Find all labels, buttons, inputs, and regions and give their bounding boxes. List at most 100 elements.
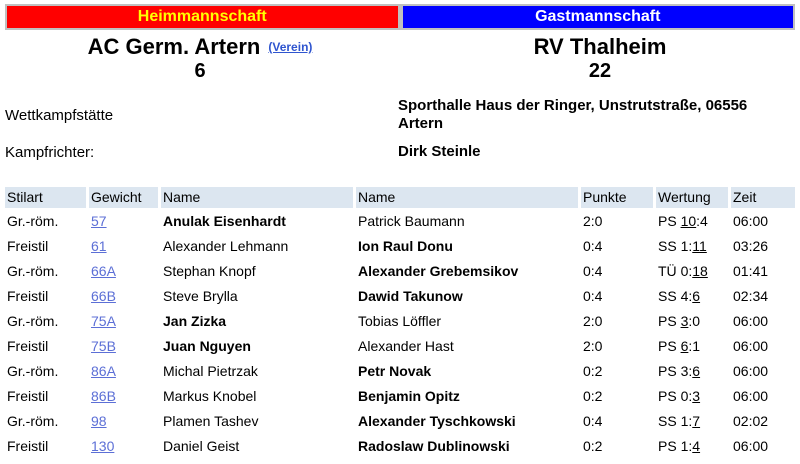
home-wrestler-name: Jan Zizka	[163, 313, 227, 329]
guest-wrestler-name: Benjamin Opitz	[358, 388, 460, 404]
home-team-block: AC Germ. Artern (Verein) 6	[0, 34, 400, 83]
guest-wrestler-name: Petr Novak	[358, 363, 432, 379]
stilart-cell: Gr.-röm.	[7, 363, 59, 379]
table-row: Gr.-röm. 98 Plamen Tashev Alexander Tyschko…	[5, 410, 795, 433]
gewicht-link[interactable]: 130	[91, 438, 115, 454]
gewicht-link[interactable]: 57	[91, 213, 107, 229]
wertung-guest-points: 4	[692, 438, 701, 454]
gewicht-cell: 66A	[89, 260, 158, 283]
gewicht-link[interactable]: 86B	[91, 388, 116, 404]
table-row: Gr.-röm. 66A Stephan Knopf Alexander Grebem…	[5, 260, 795, 283]
gewicht-link[interactable]: 66A	[91, 263, 116, 279]
home-team-bar: Heimmannschaft	[7, 6, 398, 28]
table-row: Gr.-röm. 75A Jan Zizka Tobias Löffler 2:0 PS …	[5, 310, 795, 333]
home-wrestler-name: Anulak Eisenhardt	[163, 213, 286, 229]
stilart-cell: Gr.-röm.	[7, 263, 59, 279]
home-wrestler-name: Steve Brylla	[163, 288, 238, 304]
wertung-cell: SS 1:7	[658, 413, 701, 429]
wertung-cell: PS 0:3	[658, 388, 701, 404]
stilart-cell: Freistil	[7, 388, 49, 404]
home-wrestler-name: Juan Nguyen	[163, 338, 251, 354]
table-row: Gr.-röm. 86A Michal Pietrzak Petr Novak 0:2 P…	[5, 360, 795, 383]
wertung-guest-points: 11	[692, 238, 707, 254]
home-wrestler-name: Alexander Lehmann	[163, 238, 289, 254]
home-team-name-line: AC Germ. Artern (Verein)	[0, 34, 400, 60]
verein-link[interactable]: (Verein)	[268, 40, 313, 54]
wertung-home-points: 0	[680, 388, 689, 404]
wertung-home-points: 4	[680, 288, 689, 304]
wertung-guest-points: 1	[692, 338, 701, 354]
stilart-cell: Freistil	[7, 288, 49, 304]
guest-wrestler-name: Alexander Grebemsikov	[358, 263, 519, 279]
guest-wrestler-name: Dawid Takunow	[358, 288, 463, 304]
punkte-cell: 0:2	[583, 363, 603, 379]
punkte-cell: 0:4	[583, 413, 603, 429]
referee-label: Kampfrichter:	[5, 143, 95, 161]
guest-wrestler-name: Tobias Löffler	[358, 313, 442, 329]
wertung-guest-points: 4	[700, 213, 708, 229]
home-wrestler-name: Markus Knobel	[163, 388, 257, 404]
gewicht-cell: 86A	[89, 360, 158, 383]
stilart-cell: Gr.-röm.	[7, 213, 59, 229]
punkte-cell: 2:0	[583, 338, 603, 354]
wertung-home-points: 3	[680, 313, 689, 329]
gewicht-link[interactable]: 66B	[91, 288, 116, 304]
wertung-guest-points: 0	[692, 313, 701, 329]
zeit-cell: 06:00	[733, 363, 769, 379]
table-row: Freistil 66B Steve Brylla Dawid Takunow 0:4 S…	[5, 285, 795, 308]
zeit-cell: 06:00	[733, 213, 769, 229]
guest-team-score: 22	[588, 60, 612, 82]
column-header-stilart: Stilart	[5, 187, 86, 208]
zeit-cell: 02:34	[733, 288, 769, 304]
home-wrestler-name: Daniel Geist	[163, 438, 240, 454]
guest-team-name: RV Thalheim	[533, 34, 667, 59]
punkte-cell: 0:4	[583, 238, 603, 254]
team-header-bars: Heimmannschaft Gastmannschaft	[5, 4, 795, 30]
table-row: Freistil 61 Alexander Lehmann Ion Raul Donu…	[5, 235, 795, 258]
home-team-name: AC Germ. Artern	[87, 34, 261, 59]
zeit-cell: 06:00	[733, 313, 769, 329]
wertung-home-points: 1	[680, 413, 689, 429]
punkte-cell: 0:2	[583, 388, 603, 404]
table-row: Freistil 86B Markus Knobel Benjamin Opitz 0:…	[5, 385, 795, 408]
gewicht-link[interactable]: 75B	[91, 338, 116, 354]
gewicht-cell: 98	[89, 410, 158, 433]
stilart-cell: Freistil	[7, 438, 49, 454]
info-section: Wettkampfstätte Sporthalle Haus der Ring…	[0, 97, 800, 161]
guest-wrestler-name: Alexander Tyschkowski	[358, 413, 516, 429]
home-team-score: 6	[194, 60, 206, 82]
zeit-cell: 06:00	[733, 338, 769, 354]
wertung-guest-points: 7	[692, 413, 701, 429]
venue-label: Wettkampfstätte	[5, 106, 114, 124]
gewicht-link[interactable]: 98	[91, 413, 107, 429]
wertung-home-points: 3	[680, 363, 689, 379]
gewicht-cell: 86B	[89, 385, 158, 408]
wertung-cell: TÜ 0:18	[658, 263, 708, 279]
home-wrestler-name: Stephan Knopf	[163, 263, 256, 279]
venue-row: Wettkampfstätte Sporthalle Haus der Ring…	[0, 97, 800, 133]
gewicht-cell: 130	[89, 435, 158, 458]
wertung-cell: SS 1:11	[658, 238, 707, 254]
gewicht-link[interactable]: 61	[91, 238, 107, 254]
column-header-zeit: Zeit	[731, 187, 795, 208]
table-row: Gr.-röm. 57 Anulak Eisenhardt Patrick Bauma…	[5, 210, 795, 233]
stilart-cell: Gr.-röm.	[7, 413, 59, 429]
gewicht-link[interactable]: 75A	[91, 313, 116, 329]
home-wrestler-name: Michal Pietrzak	[163, 363, 258, 379]
column-header-punkte: Punkte	[581, 187, 653, 208]
venue-value: Sporthalle Haus der Ringer, Unstrutstraß…	[398, 97, 748, 132]
gewicht-cell: 75A	[89, 310, 158, 333]
punkte-cell: 0:4	[583, 288, 603, 304]
column-header-wertung: Wertung	[656, 187, 728, 208]
match-table: Stilart Gewicht Name Name Punkte Wertung Zeit …	[2, 185, 798, 460]
wertung-cell: PS 3:6	[658, 363, 701, 379]
column-header-gewicht: Gewicht	[89, 187, 158, 208]
guest-team-block: RV Thalheim 22	[400, 34, 800, 83]
zeit-cell: 06:00	[733, 388, 769, 404]
gewicht-link[interactable]: 86A	[91, 363, 116, 379]
wertung-home-points: 0	[680, 263, 689, 279]
teams-section: AC Germ. Artern (Verein) 6 RV Thalheim 22	[0, 34, 800, 83]
guest-wrestler-name: Alexander Hast	[358, 338, 454, 354]
wertung-cell: PS 10:4	[658, 213, 708, 229]
punkte-cell: 0:2	[583, 438, 603, 454]
